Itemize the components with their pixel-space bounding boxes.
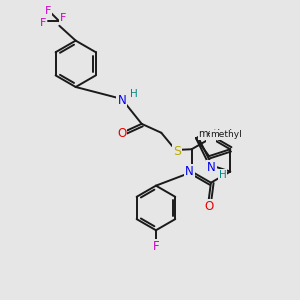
Text: F: F	[40, 18, 46, 28]
Text: N: N	[117, 94, 126, 107]
Text: F: F	[153, 240, 159, 254]
Text: F: F	[60, 13, 66, 23]
Text: methyl: methyl	[199, 129, 233, 139]
Text: N: N	[207, 130, 215, 143]
Text: O: O	[117, 127, 126, 140]
Text: methyl: methyl	[210, 130, 242, 139]
Text: S: S	[173, 145, 181, 158]
Text: N: N	[185, 165, 194, 178]
Text: H: H	[218, 170, 226, 180]
Text: H: H	[130, 89, 138, 99]
Text: O: O	[204, 200, 213, 213]
Text: F: F	[45, 6, 51, 16]
Text: N: N	[207, 160, 216, 173]
